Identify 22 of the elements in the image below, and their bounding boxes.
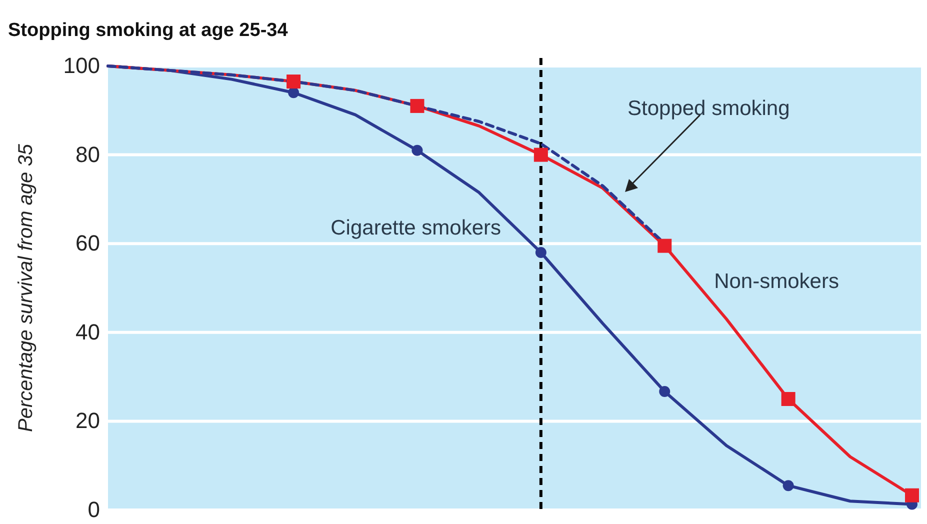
point <box>659 386 670 397</box>
point <box>535 246 546 258</box>
point <box>534 148 548 162</box>
text: Stopped smoking <box>628 96 790 120</box>
y-tick-label: 100 <box>63 53 100 78</box>
point <box>288 87 300 98</box>
y-axis-title: Percentage survival from age 35 <box>15 143 37 432</box>
y-tick-label: 0 <box>88 497 100 522</box>
y-tick-label: 60 <box>76 230 100 256</box>
point <box>658 238 672 253</box>
y-tick-label: 80 <box>76 142 100 167</box>
point <box>782 480 794 492</box>
point <box>410 98 424 113</box>
series-label: Non-smokers <box>714 270 839 293</box>
series-label: Cigarette smokers <box>330 216 502 240</box>
point <box>905 488 919 502</box>
point <box>412 144 423 156</box>
point <box>286 74 301 89</box>
chart-title: Stopping smoking at age 25-34 <box>8 20 288 41</box>
y-tick-label: 40 <box>76 319 100 344</box>
point <box>781 392 796 406</box>
y-tick-label: 20 <box>76 408 100 434</box>
